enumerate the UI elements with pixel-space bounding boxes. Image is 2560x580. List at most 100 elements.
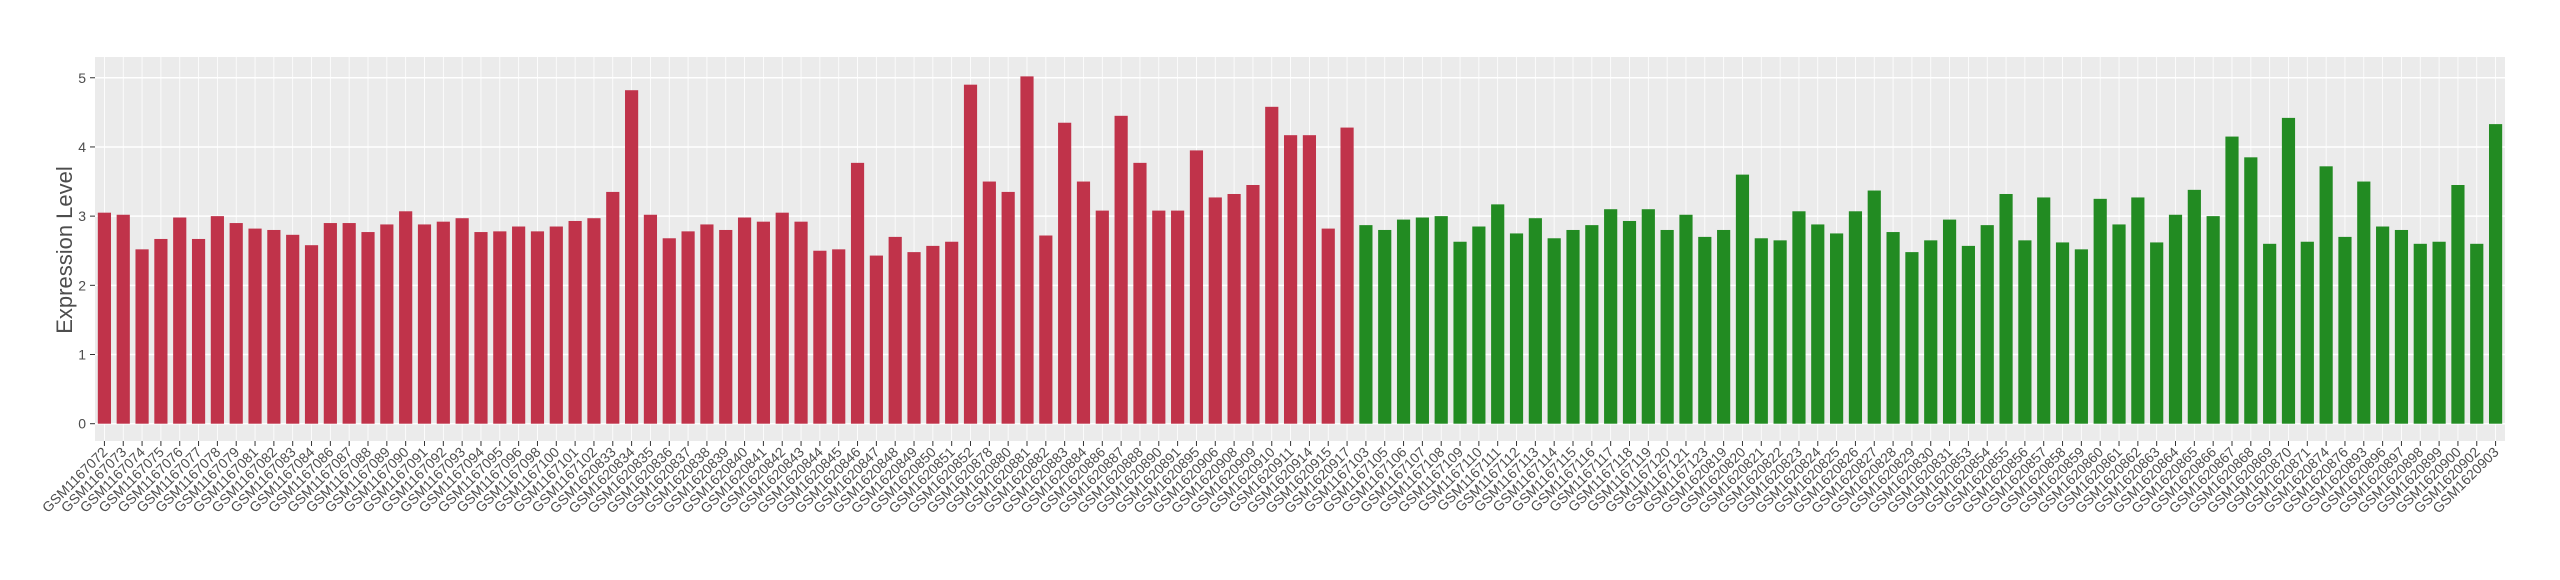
bar [2394, 229, 2409, 424]
bar [756, 221, 770, 424]
bar [1302, 135, 1317, 424]
bar [286, 234, 300, 424]
bar [1660, 229, 1674, 424]
bar [625, 90, 639, 424]
bar [2281, 117, 2296, 424]
bar [1321, 228, 1335, 424]
bar [1924, 240, 1938, 424]
y-tick-label: 5 [78, 70, 86, 86]
bar [2413, 243, 2427, 424]
bar [1265, 106, 1279, 424]
bar [1980, 225, 1994, 424]
bar [1340, 127, 1354, 424]
bar [813, 250, 827, 424]
bar [135, 249, 149, 424]
bar [210, 216, 224, 424]
bar [1754, 238, 1768, 424]
bar [850, 162, 865, 424]
bar [1566, 229, 1580, 424]
y-tick-label: 0 [78, 416, 86, 432]
bar [2150, 242, 2164, 424]
bar [606, 191, 620, 424]
bar [1509, 233, 1524, 424]
bar [587, 218, 601, 424]
bar [2432, 241, 2446, 424]
y-tick-label: 4 [78, 139, 86, 155]
bar [1999, 193, 2013, 424]
bar [2055, 242, 2070, 424]
bar [173, 217, 187, 424]
bar [1942, 219, 1957, 424]
bar [549, 226, 563, 424]
bar [1434, 216, 1448, 424]
bar [2131, 197, 2145, 424]
bar [907, 252, 921, 424]
bar [2263, 243, 2277, 424]
bar [1604, 209, 1618, 424]
bar [2451, 185, 2465, 424]
bar [1189, 150, 1204, 424]
bar [832, 249, 846, 424]
bar [154, 238, 168, 424]
bar [2168, 214, 2183, 424]
bar [342, 223, 356, 424]
bar [1830, 233, 1844, 424]
bar [982, 181, 996, 424]
bar [399, 211, 413, 424]
y-tick-label: 2 [78, 277, 86, 293]
bar [1415, 217, 1429, 424]
bar [1378, 229, 1392, 424]
bar [1886, 232, 1900, 424]
bar [2488, 124, 2503, 424]
bar [267, 229, 281, 424]
bar [1058, 122, 1072, 424]
y-axis-label: Expression Level [52, 166, 77, 334]
bar [304, 245, 319, 424]
bar [1622, 220, 1637, 424]
bar [1076, 181, 1091, 424]
bar [1698, 236, 1712, 424]
bar [1453, 241, 1467, 424]
bar [888, 236, 902, 424]
bar [493, 231, 507, 424]
bar [1001, 191, 1015, 424]
bar [719, 229, 733, 424]
bar [2357, 181, 2371, 424]
bar [1641, 209, 1655, 424]
bar [2244, 157, 2258, 424]
bar [512, 226, 526, 424]
bar [926, 245, 940, 424]
bar [1359, 225, 1373, 424]
bar [436, 221, 450, 424]
bar [1171, 210, 1185, 424]
bar [2074, 249, 2088, 424]
bar [2187, 189, 2201, 424]
bar [945, 241, 959, 424]
bar [1528, 218, 1542, 424]
bar [2037, 197, 2051, 424]
bar [1867, 190, 1881, 424]
bar [1905, 252, 1919, 424]
bar [229, 223, 243, 424]
bar [1547, 238, 1561, 424]
bar [1961, 245, 1975, 424]
bar [191, 238, 206, 424]
bar [1246, 185, 1260, 424]
bar [2206, 216, 2220, 424]
bar [2112, 224, 2126, 424]
bar [1491, 204, 1505, 424]
bar [1152, 210, 1166, 424]
bar [1020, 76, 1034, 424]
bar [775, 212, 789, 424]
bar [1227, 193, 1241, 424]
bar [2376, 226, 2390, 424]
bar [2093, 198, 2107, 424]
bar [1811, 224, 1825, 424]
bar [417, 224, 432, 424]
bar [643, 214, 658, 424]
bar [568, 220, 582, 424]
bar [700, 224, 714, 424]
y-tick-label: 1 [78, 347, 86, 363]
bar [455, 218, 469, 424]
